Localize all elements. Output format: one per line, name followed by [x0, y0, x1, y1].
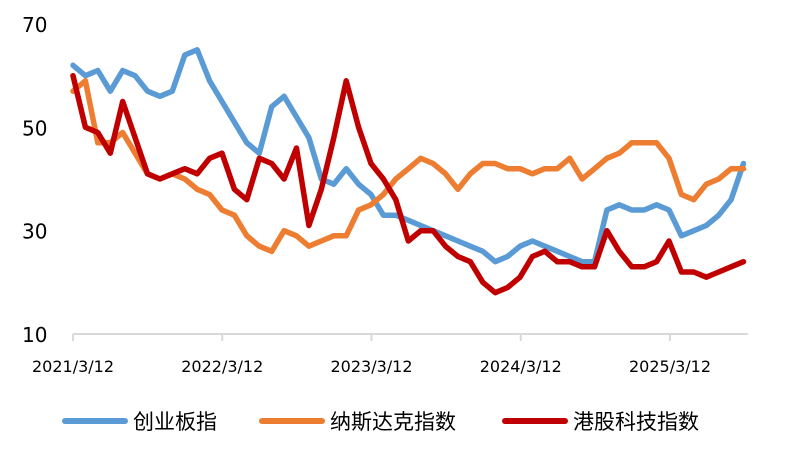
series-line-0 [70, 47, 747, 265]
y-tick-label: 50 [22, 116, 47, 140]
x-axis: 2021/3/12 2022/3/12 2023/3/12 2024/3/12 2025… [32, 333, 748, 376]
legend-label: 纳斯达克指数 [330, 410, 456, 434]
series-line-2 [70, 72, 747, 296]
x-tick-label: 2025/3/12 [629, 357, 711, 376]
y-tick-label: 10 [22, 323, 47, 347]
x-tick-label: 2023/3/12 [330, 357, 412, 376]
y-tick-label: 70 [22, 13, 47, 37]
y-axis: 10 30 50 70 [22, 13, 47, 347]
x-tick-label: 2021/3/12 [32, 357, 114, 376]
x-tick-label: 2024/3/12 [480, 357, 562, 376]
legend-label: 港股科技指数 [573, 410, 699, 434]
legend-label: 创业板指 [133, 410, 217, 434]
legend: 创业板指 纳斯达克指数 港股科技指数 [62, 410, 699, 434]
series-line-1 [70, 78, 747, 255]
series-lines [70, 47, 747, 296]
y-tick-label: 30 [22, 220, 47, 244]
x-tick-label: 2022/3/12 [181, 357, 263, 376]
